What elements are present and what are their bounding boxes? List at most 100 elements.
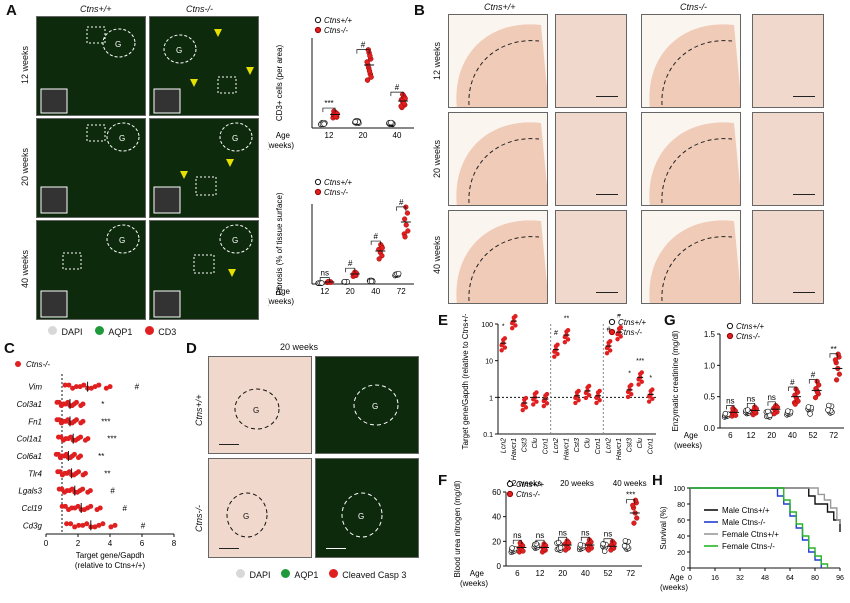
panel-a-row-40: 40 weeks [20,249,30,288]
data-point-wt [577,541,584,548]
significance-label: ns [747,394,755,403]
legend-dot-dapi [236,569,245,579]
data-point-wt [601,548,608,554]
panel-b-col-wt: Ctns+/+ [484,2,516,12]
data-point-ko [631,520,637,526]
legend-dot-aqp1 [94,326,104,336]
data-point-ko [835,351,841,357]
data-point-ko [403,222,409,228]
data-point-ko [108,524,114,530]
glomerulus-label: G [119,236,125,245]
significance-label: ns [767,393,775,402]
gene-label: Clu [585,438,592,449]
data-point-ko [771,411,777,417]
significance-label: ** [98,452,104,461]
panel-c-chart: Ctns-/- 0 2 4 6 8 Vim # Col3a1 * Fn1 *** Col1a1 *** Co… [15,360,177,570]
data-point-ko [832,357,838,363]
data-point-ko [501,337,506,342]
significance-bracket [345,267,356,273]
x-axis-label-line2: (relative to Ctns+/+) [75,561,146,570]
x-tick-label: 40 [393,131,402,140]
significance-label: * [649,375,652,382]
y-tick-label: 0 [497,562,502,571]
legend-marker-ko [506,490,514,498]
gene-label: Col1a1 [17,435,42,444]
data-point-ko [80,522,86,528]
data-point-ko [520,548,526,554]
data-point-ko [67,455,73,461]
y-tick-label: 0 [681,566,685,573]
data-point-ko [532,391,538,397]
data-point-wt [805,404,812,410]
data-point-ko [70,385,76,391]
gene-label: Lgals3 [18,487,42,496]
data-point-ko [586,393,592,398]
gene-label: Col3a1 [17,400,42,409]
data-point-ko [531,397,536,402]
panel-b-histo-ko-12 [752,14,824,108]
gene-label: Cst3 [574,438,581,453]
x-axis-label-line2: (weeks) [660,583,688,592]
data-point-ko [376,256,382,262]
data-point-wt [807,411,813,417]
y-tick-label: 0.1 [483,432,493,439]
significance-bracket [829,353,838,358]
panel-d-stain-legend: DAPI AQP1 Cleaved Casp 3 [236,565,406,583]
y-tick-label: 100 [481,322,493,329]
data-point-ko [367,53,373,59]
data-point-ko [594,400,599,406]
data-point-ko [618,334,623,339]
x-axis-label-line1: Age [276,131,291,140]
glomerulus-label: G [232,134,238,143]
x-tick-label: 12 [747,431,756,440]
panel-a-cd3-chart: *** 12 #20 #40 Age(weeks) CD3+ cells (per are… [268,16,414,150]
significance-bracket [319,277,330,282]
y-tick-label: 60 [677,518,685,525]
significance-bracket [512,539,522,545]
gene-label: Vim [28,383,42,392]
data-point-ko [574,390,580,395]
y-tick-label: 20 [492,537,501,546]
data-point-ko [103,385,109,391]
glomerulus-label: G [119,134,125,143]
y-tick-label: 100 [673,486,685,493]
significance-bracket [746,402,756,408]
gene-label: Col6a1 [17,452,42,461]
glomerulus-label: G [253,406,259,415]
legend-label: Male Ctns-/- [722,518,766,527]
data-point-ko [78,403,84,409]
panel-e-chart: 100 10 1 0.1 Target gene/Gapdh (relative to … [461,314,656,488]
x-tick-label: 40 [788,431,797,440]
panel-d-title: 20 weeks [280,342,319,352]
legend-label-ko: Ctns-/- [618,328,642,337]
significance-label: # [135,383,140,392]
data-point-ko [632,497,639,503]
data-point-wt [395,270,402,277]
panel-f-chart: 60 40 20 0 ns 6 ns 12 ns 20 ns 40 ns 52 *** 72 Age(weeks… [453,480,642,588]
panel-a-image-wt-40: G [36,220,146,320]
y-axis-label: Blood urea nitrogen (mg/dl) [453,480,462,577]
legend-label-ko: Ctns-/- [324,26,348,35]
panel-letter-e: E [438,312,449,329]
significance-label: ns [536,531,544,540]
data-point-ko [58,434,64,440]
data-point-ko [583,395,589,401]
panel-b-histo-ko-40 [752,210,824,304]
x-tick-label: 20 [346,287,355,296]
data-point-ko [562,547,569,553]
panel-b-row-40: 40 weeks [432,235,442,274]
y-tick-label: 1 [489,395,493,402]
panel-g-chart: 1.5 1.0 0.5 0.0 ns 6 ns 12 ns 20 #40 #52 ** 72 Age(wee… [671,322,844,450]
data-point-wt [319,280,325,286]
data-point-ko [64,521,70,527]
data-point-ko [75,455,81,461]
panel-a-stain-legend: DAPI AQP1 CD3 [48,322,176,340]
data-point-ko [833,377,840,383]
data-point-ko [541,403,546,409]
data-point-ko [565,337,571,342]
x-tick-label: 4 [108,539,113,548]
data-point-ko [544,401,550,406]
data-point-ko [69,403,75,409]
data-point-ko [72,524,78,530]
data-point-ko [520,407,525,413]
